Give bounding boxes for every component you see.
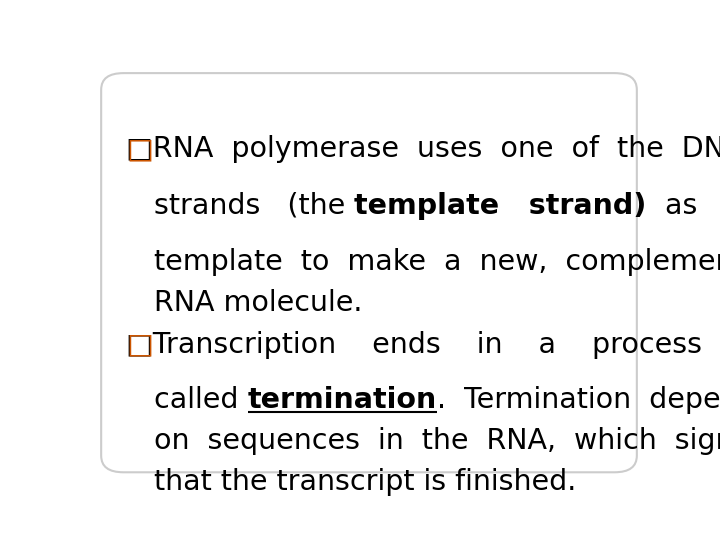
Text: on  sequences  in  the  RNA,  which  signal: on sequences in the RNA, which signal [154, 427, 720, 455]
Text: called: called [154, 386, 248, 414]
Text: RNA molecule.: RNA molecule. [154, 288, 363, 316]
Text: □Transcription    ends    in    a    process: □Transcription ends in a process [126, 331, 702, 359]
Text: termination: termination [248, 386, 437, 414]
Text: □: □ [126, 136, 153, 164]
Text: that the transcript is finished.: that the transcript is finished. [154, 468, 577, 496]
Text: □: □ [126, 331, 153, 359]
Text: template  to  make  a  new,  complementary: template to make a new, complementary [154, 248, 720, 276]
Text: □RNA  polymerase  uses  one  of  the  DNA: □RNA polymerase uses one of the DNA [126, 136, 720, 164]
Text: as   a: as a [647, 192, 720, 220]
Text: template   strand): template strand) [354, 192, 647, 220]
FancyBboxPatch shape [101, 73, 637, 472]
Text: strands   (the: strands (the [154, 192, 354, 220]
Text: .  Termination  depends: . Termination depends [437, 386, 720, 414]
